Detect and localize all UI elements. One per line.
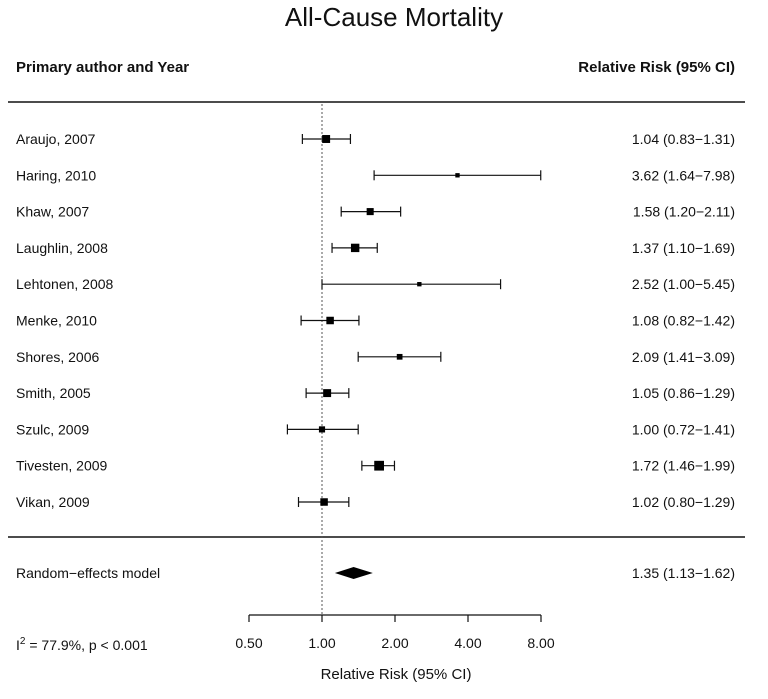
- study-label: Araujo, 2007: [16, 131, 96, 147]
- point-estimate: [366, 208, 374, 216]
- heterogeneity-prefix: I: [16, 637, 20, 653]
- study-row: Khaw, 2007 1.58 (1.20−2.11): [16, 204, 735, 220]
- x-axis-label: Relative Risk (95% CI): [321, 666, 472, 683]
- study-label: Lehtonen, 2008: [16, 276, 114, 292]
- heterogeneity-text: = 77.9%, p < 0.001: [25, 637, 147, 653]
- study-row: Szulc, 2009 1.00 (0.72−1.41): [16, 421, 735, 437]
- summary-diamond: [334, 567, 373, 579]
- study-value: 1.58 (1.20−2.11): [633, 204, 735, 220]
- study-row: Haring, 2010 3.62 (1.64−7.98): [16, 167, 735, 183]
- study-value: 1.72 (1.46−1.99): [632, 458, 735, 474]
- study-label: Haring, 2010: [16, 167, 96, 183]
- header-right: Relative Risk (95% CI): [578, 59, 735, 76]
- x-tick-label: 8.00: [527, 635, 554, 651]
- study-value: 2.52 (1.00−5.45): [632, 276, 735, 292]
- x-axis: 0.50 1.00 2.00 4.00 8.00: [235, 614, 555, 651]
- x-tick-label: 2.00: [381, 635, 408, 651]
- study-value: 1.02 (0.80−1.29): [632, 494, 735, 510]
- point-estimate: [374, 460, 384, 471]
- study-row: Araujo, 2007 1.04 (0.83−1.31): [16, 131, 735, 147]
- point-estimate: [322, 135, 331, 143]
- study-label: Smith, 2005: [16, 385, 91, 401]
- study-value: 2.09 (1.41−3.09): [632, 349, 735, 365]
- header-left: Primary author and Year: [16, 59, 189, 76]
- study-value: 1.00 (0.72−1.41): [632, 421, 735, 437]
- x-tick-label: 1.00: [308, 635, 335, 651]
- point-estimate: [323, 389, 332, 398]
- study-label: Szulc, 2009: [16, 421, 89, 437]
- study-label: Menke, 2010: [16, 313, 97, 329]
- point-estimate: [417, 282, 422, 287]
- x-tick-label: 0.50: [235, 635, 262, 651]
- study-value: 1.37 (1.10−1.69): [632, 240, 735, 256]
- study-row: Shores, 2006 2.09 (1.41−3.09): [16, 349, 735, 365]
- summary-value: 1.35 (1.13−1.62): [632, 565, 735, 581]
- point-estimate: [455, 173, 460, 178]
- point-estimate: [320, 498, 328, 506]
- study-row: Smith, 2005 1.05 (0.86−1.29): [16, 385, 735, 401]
- study-row: Tivesten, 2009 1.72 (1.46−1.99): [16, 458, 735, 474]
- heterogeneity-stat: I2 = 77.9%, p < 0.001: [16, 636, 148, 653]
- study-row: Lehtonen, 2008 2.52 (1.00−5.45): [16, 276, 735, 292]
- study-label: Vikan, 2009: [16, 494, 90, 510]
- study-row: Laughlin, 2008 1.37 (1.10−1.69): [16, 240, 735, 256]
- study-value: 1.04 (0.83−1.31): [632, 131, 735, 147]
- study-label: Laughlin, 2008: [16, 240, 108, 256]
- heterogeneity-sup: 2: [20, 636, 26, 647]
- summary-label: Random−effects model: [16, 565, 160, 581]
- summary-row: Random−effects model 1.35 (1.13−1.62): [16, 565, 735, 581]
- point-estimate: [396, 353, 403, 360]
- point-estimate: [318, 426, 326, 433]
- point-estimate: [350, 243, 360, 253]
- study-label: Shores, 2006: [16, 349, 99, 365]
- x-tick-label: 4.00: [454, 635, 481, 651]
- study-row: Vikan, 2009 1.02 (0.80−1.29): [16, 494, 735, 510]
- study-label: Tivesten, 2009: [16, 458, 108, 474]
- study-value: 3.62 (1.64−7.98): [632, 167, 735, 183]
- study-value: 1.05 (0.86−1.29): [632, 385, 735, 401]
- study-label: Khaw, 2007: [16, 204, 89, 220]
- point-estimate: [326, 316, 334, 325]
- study-row: Menke, 2010 1.08 (0.82−1.42): [16, 313, 735, 329]
- study-value: 1.08 (0.82−1.42): [632, 313, 735, 329]
- study-rows: Araujo, 2007 1.04 (0.83−1.31) Haring, 2010…: [16, 131, 735, 510]
- chart-title: All-Cause Mortality: [285, 2, 503, 32]
